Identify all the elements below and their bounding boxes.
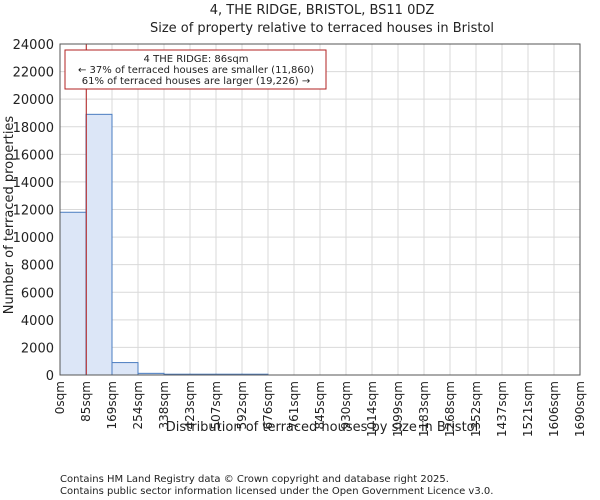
x-axis-label: Distribution of terraced houses by size … xyxy=(166,420,479,435)
bar-0sqm xyxy=(59,211,87,376)
x-tick-label: 254sqm xyxy=(131,381,145,429)
x-tick-label: 338sqm xyxy=(157,381,171,429)
y-tick-label: 20000 xyxy=(13,93,54,108)
x-tick-label: 1690sqm xyxy=(573,381,587,437)
x-tick-label: 1183sqm xyxy=(417,381,431,437)
chart-title-line1: 4, THE RIDGE, BRISTOL, BS11 0DZ xyxy=(210,3,435,18)
y-tick-label: 10000 xyxy=(13,231,54,246)
grid xyxy=(59,43,581,376)
y-tick-label: 6000 xyxy=(21,286,54,301)
x-tick-label: 1014sqm xyxy=(365,381,379,437)
annotation-box: 4 THE RIDGE: 86sqm ← 37% of terraced hou… xyxy=(64,49,327,90)
y-tick-label: 14000 xyxy=(13,176,54,191)
x-tick-label: 85sqm xyxy=(79,381,93,422)
bar-85sqm xyxy=(85,113,113,376)
y-axis-label: Number of terraced properties xyxy=(2,116,17,315)
x-tick-label: 507sqm xyxy=(209,381,223,429)
x-tick-label: 1437sqm xyxy=(495,381,509,437)
x-tick-label: 676sqm xyxy=(261,381,275,429)
y-tick-label: 0 xyxy=(46,369,54,384)
chart-title-line2: Size of property relative to terraced ho… xyxy=(150,21,494,36)
x-tick-label: 761sqm xyxy=(287,381,301,429)
y-axis-ticks: 0 2000 4000 6000 8000 10000 12000 14000 16000 180… xyxy=(13,38,54,384)
x-tick-label: 592sqm xyxy=(235,381,249,429)
x-tick-label: 1268sqm xyxy=(443,381,457,437)
x-tick-label: 845sqm xyxy=(313,381,327,429)
bars xyxy=(59,113,269,376)
x-tick-label: 930sqm xyxy=(339,381,353,429)
x-tick-label: 1606sqm xyxy=(547,381,561,437)
annotation-border xyxy=(64,49,327,90)
annotation-line3: 61% of terraced houses are larger (19,22… xyxy=(82,76,311,87)
y-tick-label: 18000 xyxy=(13,121,54,136)
y-tick-label: 12000 xyxy=(13,204,54,219)
annotation-line2: ← 37% of terraced houses are smaller (11… xyxy=(78,65,314,76)
y-tick-label: 24000 xyxy=(13,38,54,53)
footer-line1: Contains HM Land Registry data © Crown c… xyxy=(60,474,449,485)
y-tick-label: 22000 xyxy=(13,66,54,81)
plot-frame xyxy=(59,43,581,376)
y-tick-label: 16000 xyxy=(13,148,54,163)
x-tick-label: 1521sqm xyxy=(521,381,535,437)
x-tick-label: 1352sqm xyxy=(469,381,483,437)
x-tick-label: 169sqm xyxy=(105,381,119,429)
x-tick-label: 1099sqm xyxy=(391,381,405,437)
y-tick-label: 8000 xyxy=(21,259,54,274)
x-axis-ticks: 0sqm 85sqm 169sqm 254sqm 338sqm 423sqm 507sqm 5… xyxy=(53,381,587,437)
y-tick-label: 4000 xyxy=(21,314,54,329)
y-tick-label: 2000 xyxy=(21,341,54,356)
annotation-line1: 4 THE RIDGE: 86sqm xyxy=(144,54,249,65)
footer-line2: Contains public sector information licen… xyxy=(60,486,493,497)
x-tick-label: 423sqm xyxy=(183,381,197,429)
x-tick-label: 0sqm xyxy=(53,381,67,414)
bar-169sqm xyxy=(111,362,139,376)
